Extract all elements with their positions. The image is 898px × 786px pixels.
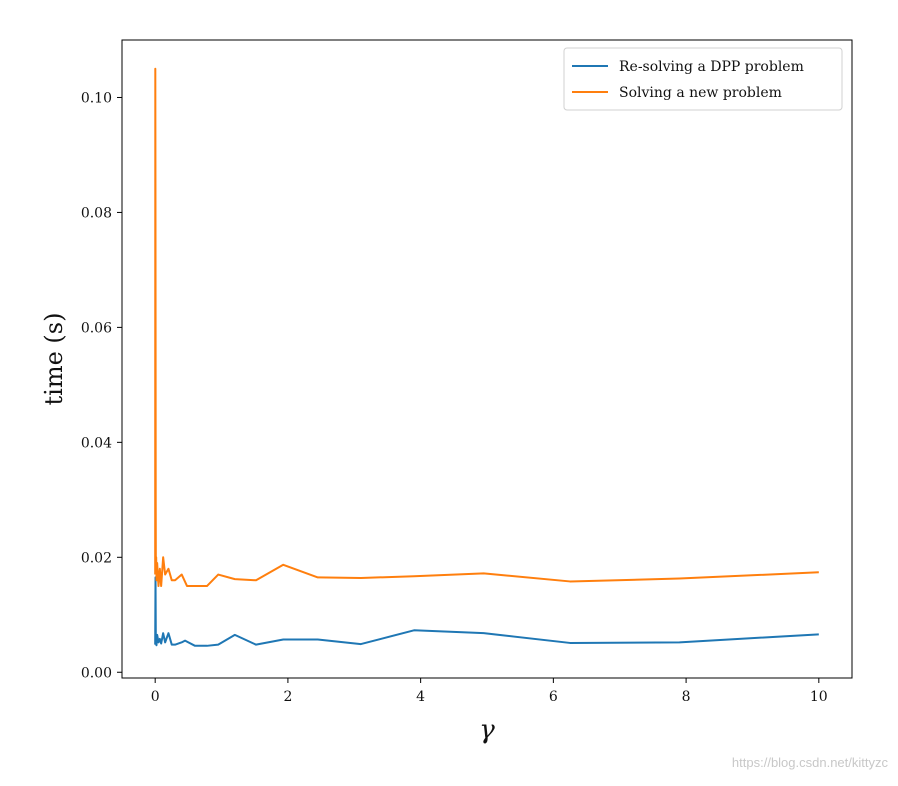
legend-entry-label: Solving a new problem <box>619 85 782 101</box>
y-tick-label: 0.10 <box>81 90 112 106</box>
series-line-2 <box>154 67 819 588</box>
y-tick-label: 0.04 <box>81 435 112 451</box>
x-axis-label: γ <box>479 715 495 745</box>
watermark: https://blog.csdn.net/kittyzc <box>731 755 888 770</box>
x-tick-label: 6 <box>549 689 558 705</box>
x-tick-label: 4 <box>416 689 425 705</box>
x-tick-label: 10 <box>810 689 828 705</box>
series-line-1 <box>154 576 819 647</box>
y-tick-label: 0.02 <box>81 550 112 566</box>
y-axis: 0.00 0.02 0.04 0.06 0.08 0.10 <box>81 90 122 681</box>
legend: Re-solving a DPP problem Solving a new pr… <box>563 47 843 111</box>
legend-entry-label: Re-solving a DPP problem <box>619 59 804 75</box>
x-axis: 0 2 4 6 8 10 <box>151 678 828 705</box>
x-tick-label: 8 <box>682 689 691 705</box>
x-tick-label: 2 <box>283 689 292 705</box>
y-tick-label: 0.00 <box>81 665 112 681</box>
plot-frame <box>121 39 853 679</box>
y-axis-label: time (s) <box>40 313 68 406</box>
y-tick-label: 0.08 <box>81 205 112 221</box>
series-layer <box>154 67 819 647</box>
x-tick-label: 0 <box>151 689 160 705</box>
legend-box <box>563 47 843 111</box>
y-tick-label: 0.06 <box>81 320 112 336</box>
